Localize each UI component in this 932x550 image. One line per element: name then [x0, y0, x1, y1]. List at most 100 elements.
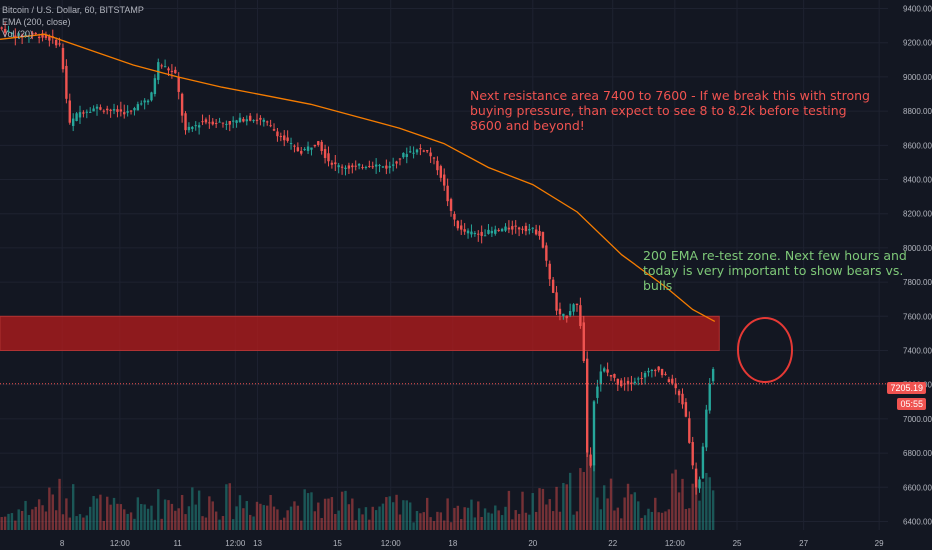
candle-body — [671, 378, 674, 384]
candle-body — [136, 104, 140, 111]
volume-bar — [507, 490, 511, 530]
candle-body — [531, 227, 534, 229]
candle-body — [456, 221, 460, 229]
time-axis: 8 12:00 11 12:00 13 15 12:00 18 20 22 12:00 25 27 29 — [60, 539, 884, 548]
volume-bar — [89, 506, 92, 530]
volume-bar — [340, 491, 344, 530]
volume-bar — [24, 500, 27, 530]
candle-body — [289, 143, 293, 145]
candle-body — [674, 383, 677, 389]
candle-body — [262, 119, 266, 122]
volume-bar — [296, 505, 300, 530]
volume-bar — [75, 516, 78, 530]
candle-body — [296, 147, 300, 152]
candle-body — [630, 382, 633, 384]
volume-bar — [609, 478, 613, 530]
candle-body — [180, 93, 184, 116]
y-tick-label: 7600.00 — [903, 312, 932, 321]
candle-body — [201, 121, 204, 123]
candle-body — [415, 149, 419, 153]
volume-bar — [289, 506, 293, 530]
volume-bar — [398, 514, 402, 530]
candle-body — [705, 409, 708, 448]
volume-bar — [85, 515, 89, 530]
candle-body — [126, 111, 129, 113]
volume-bar — [238, 495, 242, 530]
volume-bar — [34, 506, 37, 530]
volume-bar — [650, 511, 654, 530]
volume-bar — [102, 520, 106, 530]
candle-body — [133, 108, 136, 111]
candle-body — [620, 380, 623, 387]
candle-body — [371, 166, 374, 168]
candle-body — [68, 100, 71, 123]
volume-bar — [623, 497, 626, 530]
candle-body — [255, 119, 259, 121]
volume-bar — [27, 515, 31, 530]
candle-body — [504, 226, 507, 231]
volume-bar — [177, 508, 180, 530]
candle-body — [443, 174, 446, 186]
volume-bar — [194, 504, 197, 530]
candle-body — [269, 125, 272, 127]
volume-bar — [351, 498, 354, 530]
candle-body — [681, 393, 684, 405]
candle-body — [347, 165, 351, 169]
volume-bar — [500, 515, 504, 530]
candle-body — [276, 131, 279, 137]
candle-body — [351, 165, 354, 168]
volume-bar — [558, 511, 562, 530]
candle-body — [511, 226, 514, 230]
volume-bar — [477, 501, 480, 530]
candle-body — [177, 76, 180, 92]
volume-bar — [562, 482, 565, 530]
candle-body — [194, 125, 197, 127]
candle-body — [446, 185, 449, 202]
candle-body — [7, 30, 10, 32]
candle-body — [82, 112, 85, 114]
retest-circle — [737, 317, 793, 383]
candle-body — [374, 164, 378, 167]
volume-bar — [385, 497, 388, 530]
volume-bar — [293, 501, 296, 530]
vol-legend[interactable]: Vol (20) — [2, 29, 34, 39]
volume-bar — [51, 494, 54, 530]
volume-bar — [235, 506, 238, 530]
candle-body — [538, 231, 541, 236]
volume-bar — [167, 500, 170, 530]
candle-body — [388, 166, 391, 168]
candle-body — [37, 36, 41, 39]
candle-body — [562, 313, 565, 317]
candle-body — [391, 164, 395, 166]
candle-body — [330, 162, 334, 165]
volume-bar — [412, 522, 415, 530]
candle-body — [48, 36, 51, 41]
candle-body — [667, 379, 671, 383]
candle-body — [174, 69, 177, 74]
candle-body — [10, 33, 14, 35]
ema-legend[interactable]: EMA (200, close) — [2, 17, 71, 27]
volume-bar — [429, 517, 432, 530]
candle-body — [677, 390, 681, 396]
volume-bar — [136, 497, 140, 530]
volume-bar — [10, 513, 14, 530]
symbol-title[interactable]: Bitcoin / U.S. Dollar, 60, BITSTAMP — [2, 5, 144, 15]
candle-body — [606, 369, 609, 373]
volume-bar — [317, 502, 320, 530]
candle-body — [408, 151, 412, 153]
volume-bar — [640, 517, 643, 530]
volume-bar — [361, 514, 364, 530]
volume-bar — [541, 488, 545, 530]
candle-body — [555, 292, 558, 311]
candle-body — [204, 119, 208, 123]
volume-bar — [551, 511, 555, 530]
volume-bar — [657, 512, 660, 530]
candle-body — [633, 381, 637, 384]
volume-bar — [395, 494, 398, 530]
volume-bar — [705, 472, 708, 530]
candle-body — [323, 149, 327, 158]
volume-bar — [170, 503, 174, 530]
candle-body — [187, 126, 191, 131]
candle-body — [494, 229, 497, 234]
